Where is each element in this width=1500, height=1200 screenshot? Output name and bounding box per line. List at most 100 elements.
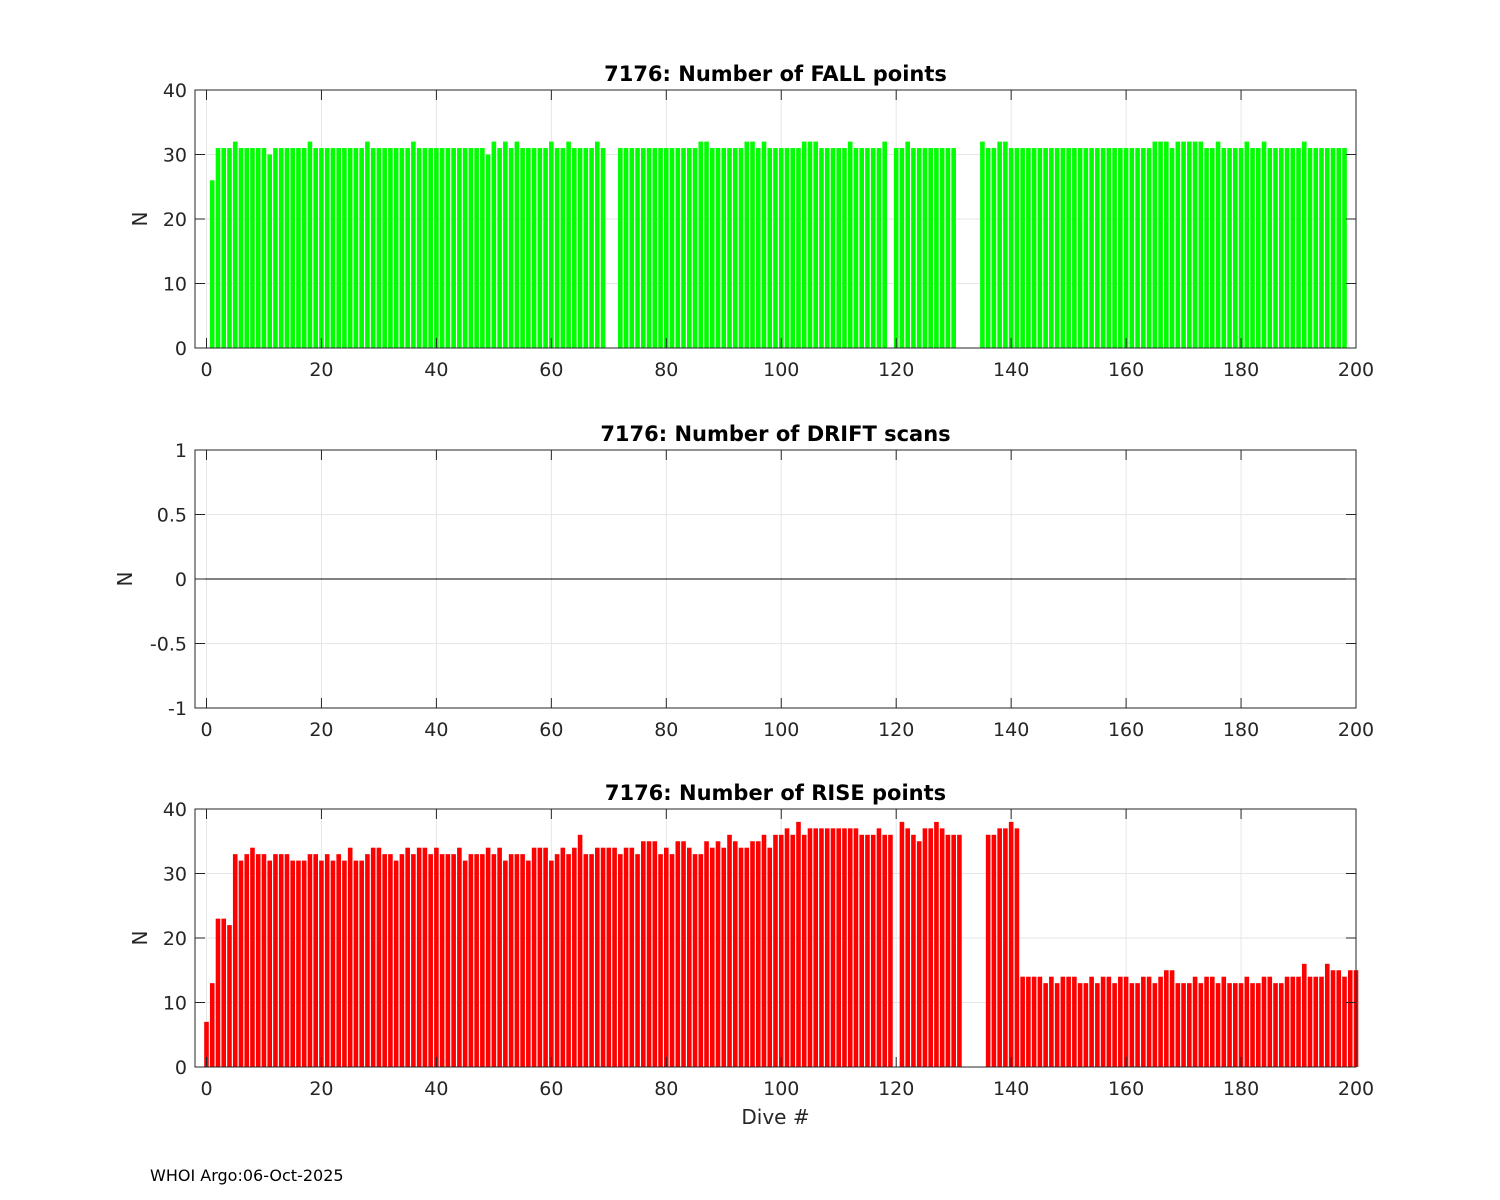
rise-bar — [382, 854, 387, 1067]
rise-bar — [250, 847, 255, 1067]
fall-bar — [514, 141, 520, 348]
rise-bar — [842, 828, 847, 1067]
fall-bar — [319, 148, 324, 348]
fall-bar — [1095, 148, 1100, 348]
rise-bar — [704, 841, 709, 1067]
fall-bar — [692, 148, 698, 348]
fall-bar — [1083, 148, 1089, 348]
rise-x-tick-label: 20 — [309, 1078, 333, 1100]
rise-bar — [646, 841, 652, 1067]
fall-bar — [767, 148, 773, 348]
rise-bar — [1324, 963, 1330, 1067]
rise-bar — [1089, 976, 1094, 1067]
rise-bar — [675, 841, 681, 1067]
fall-bar — [646, 148, 652, 348]
rise-bar — [503, 860, 508, 1067]
fall-bar — [554, 148, 560, 348]
fall-bar — [1181, 141, 1186, 348]
fall-bar — [1273, 148, 1278, 348]
rise-bar — [985, 834, 991, 1067]
fall-bar — [221, 148, 227, 348]
rise-bar — [267, 860, 273, 1067]
rise-bar — [313, 854, 318, 1067]
rise-y-tick-label: 0 — [175, 1057, 187, 1079]
rise-x-axis-label: Dive # — [741, 1105, 809, 1129]
rise-bar — [445, 854, 451, 1067]
rise-bar — [1238, 983, 1244, 1067]
rise-bar — [767, 847, 773, 1067]
fall-bar — [796, 148, 801, 348]
fall-bar — [215, 148, 221, 348]
rise-bar — [773, 834, 778, 1067]
rise-bar — [1296, 976, 1301, 1067]
rise-bar — [296, 860, 301, 1067]
fall-bar — [1152, 141, 1158, 348]
fall-bar — [284, 148, 290, 348]
fall-bar — [882, 141, 888, 348]
fall-bar — [244, 148, 250, 348]
fall-bar — [790, 148, 796, 348]
fall-bar — [485, 154, 491, 348]
rise-bar — [1020, 976, 1025, 1067]
drift-x-tick-label: 100 — [763, 719, 799, 741]
rise-bar — [796, 821, 801, 1067]
fall-bar — [991, 148, 997, 348]
fall-bar — [1003, 141, 1008, 348]
fall-bar — [1296, 148, 1301, 348]
rise-bar — [1221, 976, 1227, 1067]
fall-bar — [997, 141, 1002, 348]
fall-bar — [370, 148, 376, 348]
rise-bar — [1066, 976, 1071, 1067]
rise-bar — [1187, 983, 1192, 1067]
fall-y-tick-label: 40 — [163, 80, 187, 102]
rise-bar — [951, 834, 956, 1067]
rise-bar — [1244, 976, 1250, 1067]
fall-bar — [393, 148, 399, 348]
fall-bar — [663, 148, 669, 348]
fall-x-tick-label: 120 — [878, 359, 914, 381]
rise-bar — [905, 828, 910, 1067]
fall-bar — [761, 141, 767, 348]
fall-bar — [1072, 148, 1077, 348]
footer-date-stamp: WHOI Argo:06-Oct-2025 — [150, 1166, 344, 1185]
fall-bar — [744, 141, 750, 348]
rise-x-tick-label: 160 — [1108, 1078, 1144, 1100]
fall-bar — [503, 141, 508, 348]
fall-bar — [1319, 148, 1324, 348]
fall-bar — [278, 148, 284, 348]
rise-bar — [1072, 976, 1077, 1067]
fall-bar — [273, 148, 278, 348]
rise-bar — [991, 834, 997, 1067]
rise-bar — [853, 828, 859, 1067]
rise-bar — [244, 854, 250, 1067]
rise-bar — [801, 834, 807, 1067]
rise-bar — [422, 847, 428, 1067]
fall-bar — [709, 148, 715, 348]
fall-bar — [595, 141, 600, 348]
fall-y-tick-label: 0 — [175, 338, 187, 360]
rise-bar — [336, 854, 341, 1067]
fall-bar — [916, 148, 922, 348]
fall-bar — [755, 148, 761, 348]
fall-bar — [1290, 148, 1296, 348]
fall-bar — [1100, 148, 1106, 348]
fall-bar — [560, 148, 566, 348]
rise-y-tick-label: 10 — [163, 993, 187, 1015]
rise-bar — [1118, 976, 1123, 1067]
rise-y-tick-label: 30 — [163, 864, 187, 886]
fall-bar — [836, 148, 842, 348]
rise-bar — [1261, 976, 1267, 1067]
rise-bar — [600, 847, 606, 1067]
rise-bar — [583, 854, 589, 1067]
fall-bar — [434, 148, 439, 348]
fall-bar — [411, 141, 416, 348]
rise-bar — [744, 847, 750, 1067]
fall-bar — [1198, 141, 1204, 348]
fall-bar — [1066, 148, 1071, 348]
rise-bar — [457, 847, 462, 1067]
rise-bar — [1284, 976, 1290, 1067]
fall-x-tick-label: 60 — [539, 359, 563, 381]
fall-bar — [1313, 148, 1319, 348]
fall-bar — [727, 148, 732, 348]
drift-x-tick-label: 200 — [1338, 719, 1374, 741]
